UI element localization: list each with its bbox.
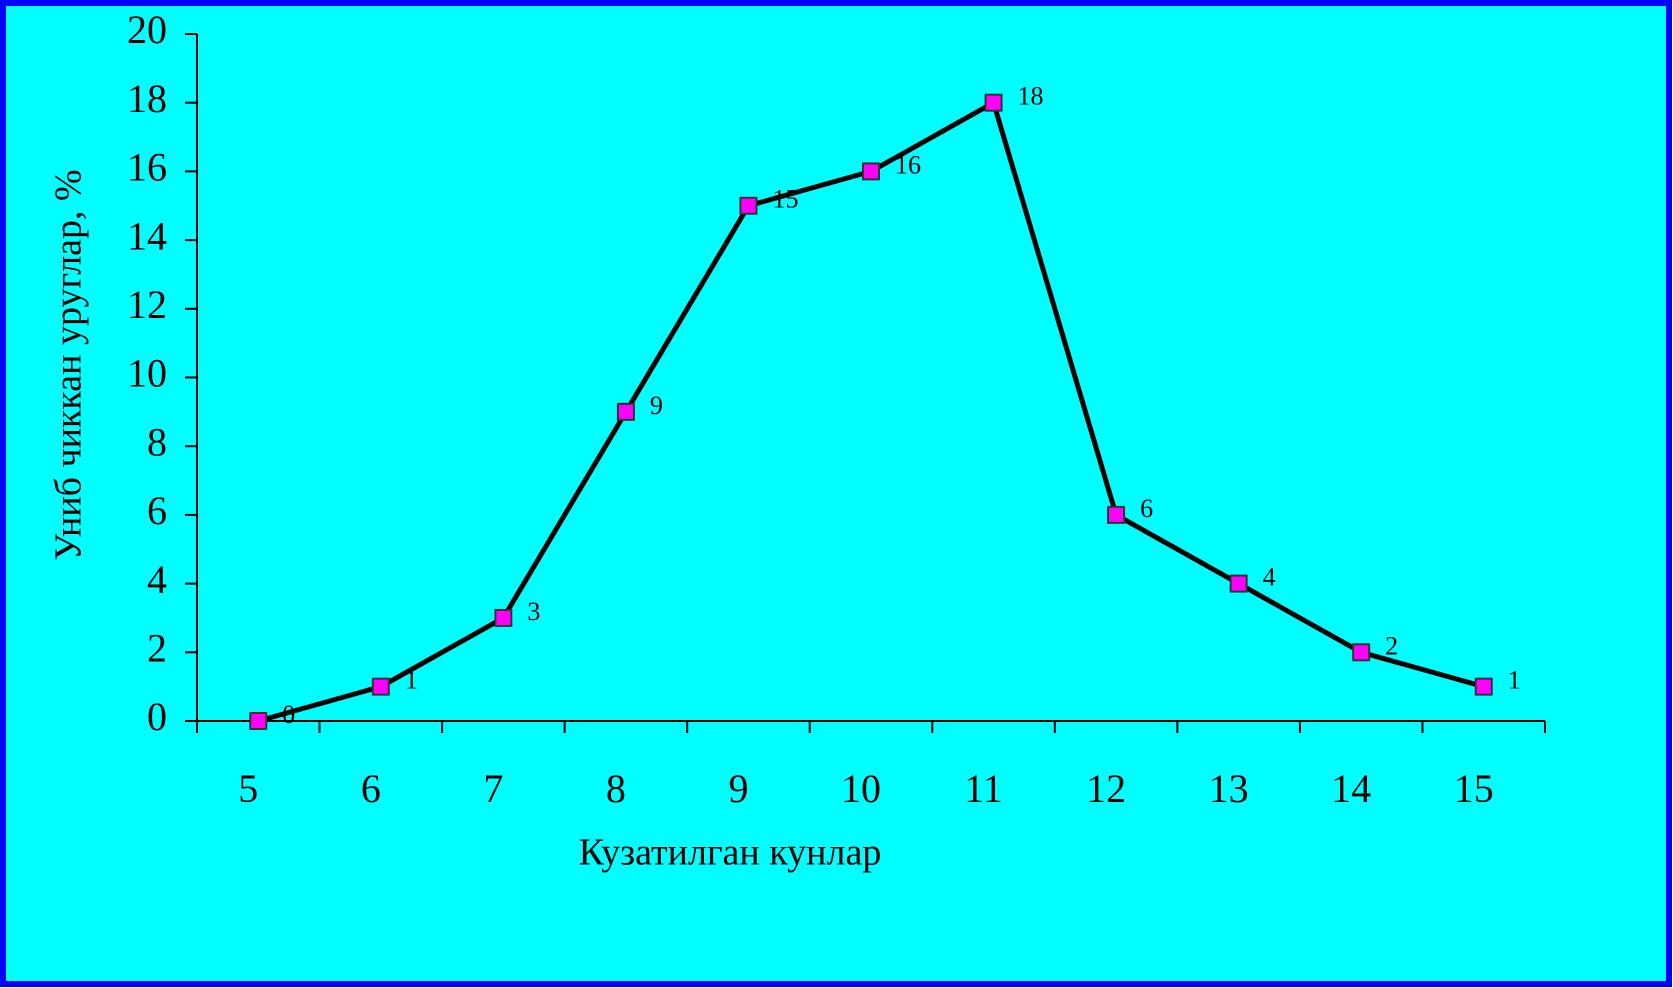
data-marker (249, 712, 268, 730)
data-label: 2 (1385, 631, 1398, 660)
x-tick-label: 11 (964, 766, 1003, 811)
x-tick-label: 10 (841, 766, 881, 811)
y-axis-title: Униб чиккан уруглар, % (48, 169, 90, 560)
data-label: 3 (527, 597, 540, 626)
y-tick-label: 20 (127, 7, 167, 52)
data-marker (862, 162, 880, 181)
data-marker (1474, 677, 1493, 696)
data-marker (1229, 574, 1248, 593)
y-tick-label: 12 (127, 282, 167, 327)
y-tick-label: 8 (147, 419, 167, 464)
data-label: 4 (1263, 563, 1276, 592)
data-marker (739, 196, 758, 215)
x-axis-title: Кузатилган кунлар (579, 832, 882, 874)
x-tick-label: 7 (483, 766, 503, 811)
data-marker (984, 93, 1003, 112)
data-label: 16 (895, 150, 921, 179)
data-marker (1352, 643, 1371, 662)
data-label: 15 (772, 185, 798, 214)
data-label: 18 (1018, 82, 1044, 111)
data-marker (616, 402, 635, 421)
x-tick-label: 14 (1331, 766, 1371, 811)
y-tick-label: 18 (127, 76, 167, 121)
y-tick-label: 6 (147, 488, 167, 533)
data-label: 6 (1140, 494, 1153, 523)
x-tick-label: 5 (238, 766, 258, 811)
data-label: 0 (282, 700, 295, 729)
data-label: 9 (650, 391, 663, 420)
y-tick-label: 0 (147, 694, 167, 739)
x-tick-label: 12 (1086, 766, 1126, 811)
y-tick-label: 4 (147, 557, 167, 602)
x-tick-label: 9 (728, 766, 748, 811)
y-tick-label: 10 (127, 351, 167, 396)
x-tick-label: 8 (606, 766, 626, 811)
y-tick-label: 14 (127, 213, 167, 258)
data-marker (494, 608, 513, 627)
y-tick-label: 2 (147, 625, 167, 670)
x-tick-label: 15 (1454, 766, 1494, 811)
data-label: 1 (1508, 666, 1521, 695)
data-marker (371, 677, 390, 696)
y-tick-label: 16 (127, 145, 167, 190)
x-tick-label: 13 (1209, 766, 1249, 811)
data-marker (1107, 505, 1126, 524)
data-label: 1 (405, 666, 418, 695)
x-tick-label: 6 (361, 766, 381, 811)
